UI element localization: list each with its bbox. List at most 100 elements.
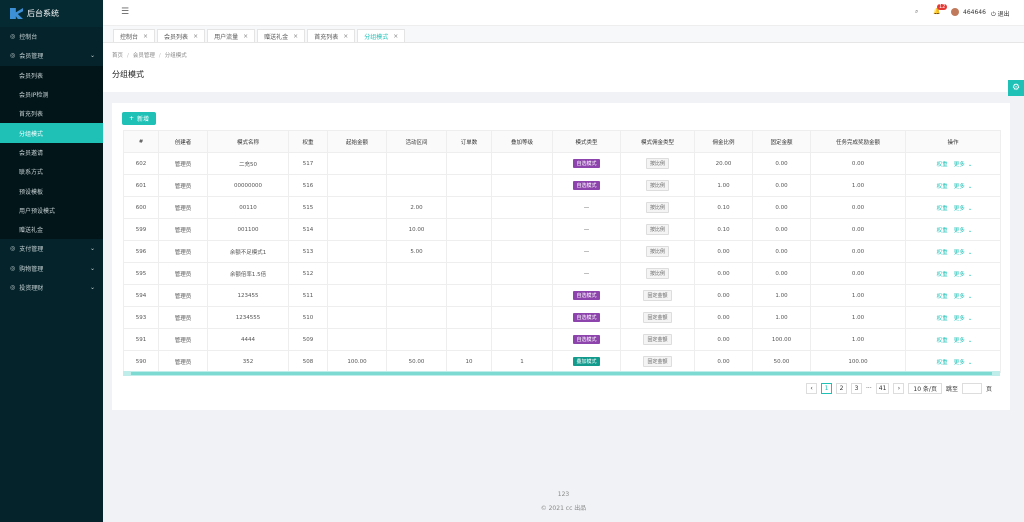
menu-item[interactable]: ◎ 控制台 (0, 27, 103, 46)
actions-cell: 权重 更多 ⌄ (905, 328, 1001, 351)
bell-icon[interactable]: 🔔 (933, 8, 941, 15)
action-link[interactable]: 权重 (936, 249, 948, 256)
menu-toggle[interactable]: ☰ (121, 7, 130, 17)
submenu-item[interactable]: 预设模板 (0, 181, 103, 201)
action-link[interactable]: 权重 (936, 183, 948, 190)
breadcrumb-item[interactable]: 会员管理 (132, 53, 155, 59)
table-cell: 0.10 (694, 196, 753, 219)
action-link[interactable]: 权重 (936, 205, 948, 212)
dropdown-caret[interactable]: ⌄ (967, 293, 973, 300)
avatar[interactable] (951, 8, 959, 16)
scrollbar[interactable] (123, 371, 1000, 376)
table-cell: — (552, 240, 621, 263)
column-header: 权重 (288, 130, 328, 153)
tab[interactable]: 会员列表 × (157, 29, 206, 42)
breadcrumb: 首页 / 会员管理 / 分组模式 (112, 51, 1015, 59)
action-link[interactable]: 更多 (953, 227, 965, 234)
action-link[interactable]: 更多 (953, 183, 965, 190)
tab[interactable]: 控制台 × (113, 29, 156, 42)
tab-close[interactable]: × (293, 32, 299, 40)
action-link[interactable]: 更多 (953, 337, 965, 344)
table-cell: 固定金额 (620, 350, 695, 373)
action-link[interactable]: 更多 (953, 161, 965, 168)
logo[interactable]: 后台系统 (0, 0, 103, 27)
dropdown-caret[interactable]: ⌄ (967, 227, 973, 234)
action-link[interactable]: 更多 (953, 249, 965, 256)
submenu-item[interactable]: 分组模式 (0, 123, 103, 143)
tab-label[interactable]: 首充列表 (314, 33, 339, 41)
submenu-item[interactable]: 用户预设模式 (0, 200, 103, 220)
tab[interactable]: 赠送礼金 × (257, 29, 306, 42)
add-button-text[interactable]: 新增 (137, 116, 150, 123)
action-link[interactable]: 权重 (936, 227, 948, 234)
tab-label[interactable]: 分组模式 (364, 33, 389, 41)
action-link[interactable]: 权重 (936, 315, 948, 322)
menu-item[interactable]: ◎ 支付管理 (0, 239, 103, 258)
prev-page[interactable]: ‹ (806, 383, 818, 394)
tab-label[interactable]: 控制台 (120, 33, 139, 41)
tab-close[interactable]: × (243, 32, 249, 40)
page-button[interactable]: 41 (875, 383, 890, 394)
tab-label[interactable]: 用户流量 (214, 33, 239, 41)
table-cell: — (552, 262, 621, 285)
logout[interactable]: ⏻ 退出 (991, 11, 1010, 18)
next-page[interactable]: › (893, 383, 905, 394)
submenu-item[interactable]: 会员列表 (0, 65, 103, 85)
action-link[interactable]: 更多 (953, 205, 965, 212)
action-link[interactable]: 权重 (936, 293, 948, 300)
tab[interactable]: 用户流量 × (207, 29, 256, 42)
submenu-item[interactable]: 联系方式 (0, 162, 103, 182)
action-link[interactable]: 更多 (953, 315, 965, 322)
page-button[interactable]: 3 (851, 383, 863, 394)
submenu-item[interactable]: 会员IP检测 (0, 84, 103, 105)
tab-close[interactable]: × (143, 32, 149, 40)
table-cell (491, 240, 553, 263)
tab-close[interactable]: × (343, 32, 349, 40)
topbar: ☰ ⌕ 🔔 12 464646 ⏻ 退出 (103, 0, 1024, 26)
username[interactable]: 464646 (963, 9, 986, 16)
submenu-item[interactable]: 首充列表 (0, 104, 103, 124)
dropdown-caret[interactable]: ⌄ (967, 205, 973, 212)
action-link[interactable]: 更多 (953, 271, 965, 278)
dropdown-caret[interactable]: ⌄ (967, 249, 973, 256)
menu-icon: ◎ (10, 264, 16, 272)
settings-button[interactable]: ⚙ (1008, 80, 1024, 96)
page-button[interactable]: 1 (821, 383, 833, 394)
menu-item[interactable]: ◎ 投资理财 (0, 278, 103, 297)
tab-close[interactable]: × (393, 32, 399, 40)
dropdown-caret[interactable]: ⌄ (967, 315, 973, 322)
action-link[interactable]: 权重 (936, 337, 948, 344)
logout-text[interactable]: 退出 (997, 11, 1010, 18)
menu-item[interactable]: ◎ 会员管理 (0, 46, 103, 65)
table-cell: 10.00 (386, 218, 447, 241)
action-link[interactable]: 权重 (936, 271, 948, 278)
action-link[interactable]: 权重 (936, 359, 948, 366)
table-cell: 593 (123, 306, 159, 329)
tab-label[interactable]: 会员列表 (164, 33, 189, 41)
action-link[interactable]: 更多 (953, 359, 965, 366)
tab-label[interactable]: 赠送礼金 (264, 33, 289, 41)
dropdown-caret[interactable]: ⌄ (967, 161, 973, 168)
dropdown-caret[interactable]: ⌄ (967, 183, 973, 190)
page-size[interactable]: 10 条/页 (908, 383, 942, 394)
breadcrumb-item[interactable]: 首页 (112, 53, 124, 59)
add-button[interactable]: + 新增 (122, 112, 157, 125)
tab[interactable]: 分组模式 × (357, 29, 406, 42)
submenu-item[interactable]: 会员邀请 (0, 142, 103, 163)
dropdown-caret[interactable]: ⌄ (967, 271, 973, 278)
menu-item[interactable]: ◎ 购物管理 (0, 259, 103, 278)
tab[interactable]: 首充列表 × (307, 29, 356, 42)
dropdown-caret[interactable]: ⌄ (967, 359, 973, 366)
page-button[interactable]: 2 (836, 383, 848, 394)
search-icon[interactable]: ⌕ (915, 8, 919, 15)
action-link[interactable]: 更多 (953, 293, 965, 300)
dropdown-caret[interactable]: ⌄ (967, 337, 973, 344)
table-cell (446, 218, 492, 241)
submenu-item[interactable]: 赠送礼金 (0, 219, 103, 240)
action-link[interactable]: 权重 (936, 161, 948, 168)
table-cell: — (552, 218, 621, 241)
tab-close[interactable]: × (193, 32, 199, 40)
jump-input[interactable] (961, 383, 982, 394)
menu-label: 控制台 (19, 34, 38, 42)
menu-label: 支付管理 (19, 246, 44, 254)
